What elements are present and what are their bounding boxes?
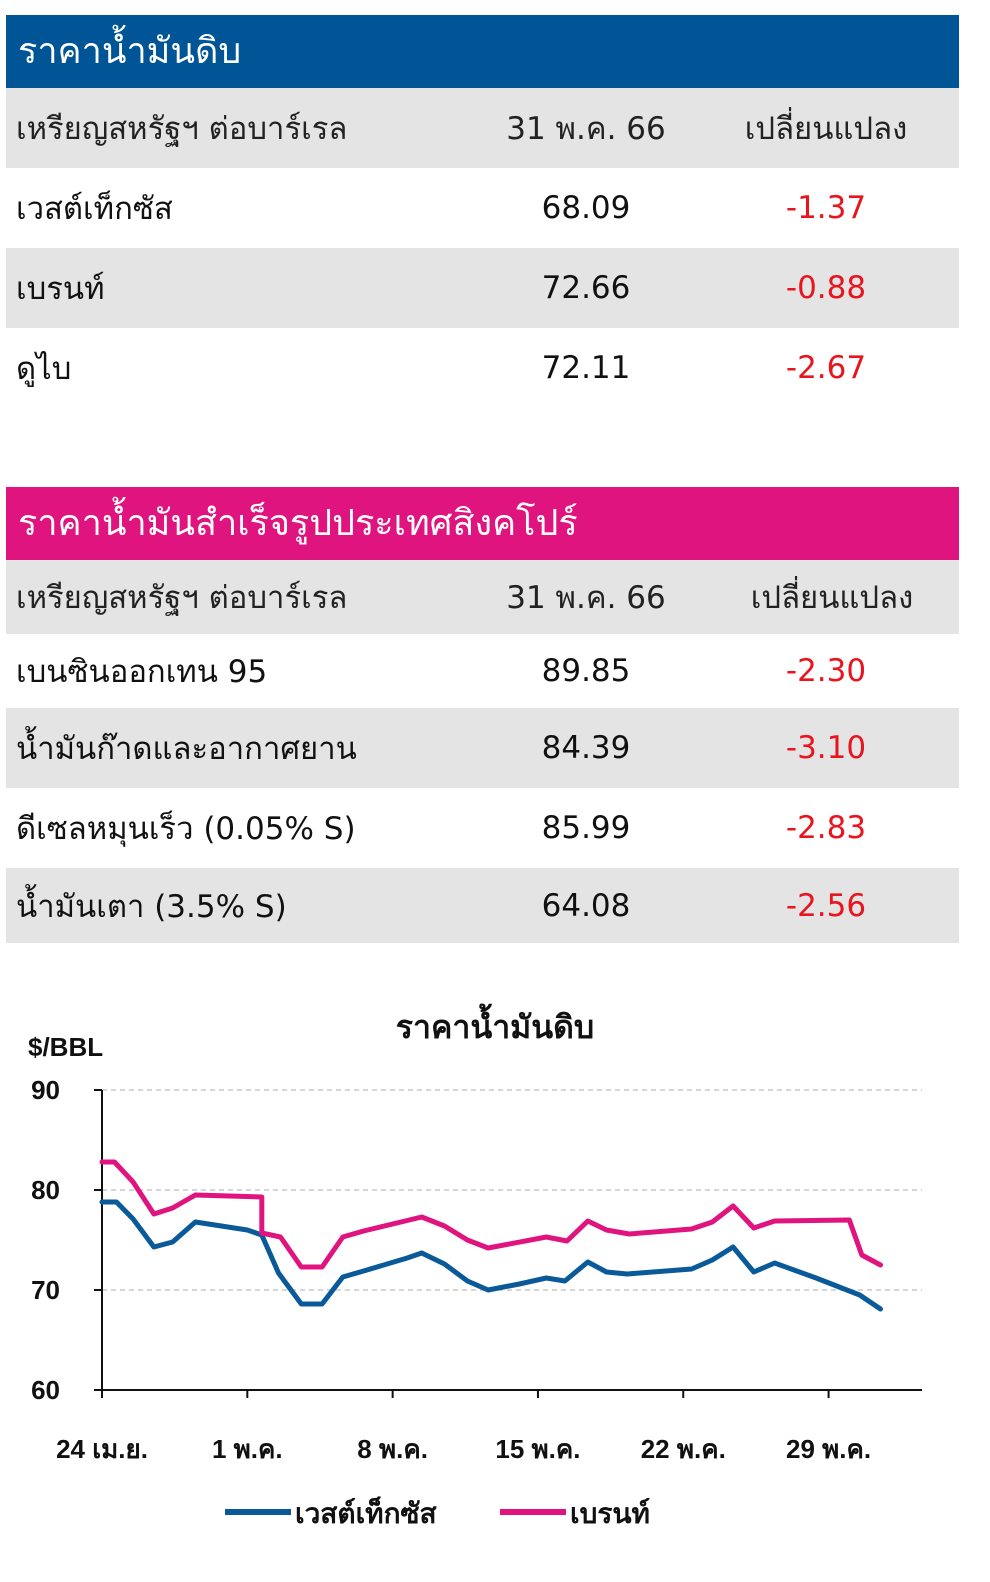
row-name: น้ำมันเตา (3.5% S)	[16, 888, 287, 925]
row-change: -2.83	[785, 810, 867, 846]
y-axis-label: $/BBL	[28, 1032, 103, 1062]
chart-title: ราคาน้ำมันดิบ	[396, 1003, 594, 1045]
row-change: -1.37	[785, 190, 867, 226]
y-tick-label: 70	[31, 1275, 60, 1305]
crude-oil-title: ราคาน้ำมันดิบ	[6, 15, 959, 88]
table-row: น้ำมันก๊าดและอากาศยาน 84.39 -3.10	[6, 708, 959, 788]
row-change: -3.10	[785, 730, 867, 766]
legend-label: เบรนท์	[570, 1498, 650, 1529]
grid-lines	[102, 1089, 922, 1291]
table-row: น้ำมันเตา (3.5% S) 64.08 -2.56	[6, 868, 959, 943]
table-row: ดีเซลหมุนเร็ว (0.05% S) 85.99 -2.83	[6, 788, 959, 868]
table-row: เวสต์เท็กซัส 68.09 -1.37	[6, 168, 959, 248]
header-change: เปลี่ยนแปลง	[750, 580, 914, 616]
crude-oil-header-row: เหรียญสหรัฐฯ ต่อบาร์เรล 31 พ.ค. 66 เปลี่…	[6, 88, 959, 168]
chart-svg: ราคาน้ำมันดิบ $/BBL 60 70 80 90 24 เม.ย. 1 พ.…	[28, 1003, 922, 1529]
x-tick-label: 1 พ.ค.	[212, 1434, 283, 1464]
series-lines	[99, 1159, 883, 1312]
singapore-products-table: ราคาน้ำมันสำเร็จรูปประเทศสิงคโปร์ เหรียญ…	[6, 487, 959, 943]
row-name: ดีเซลหมุนเร็ว (0.05% S)	[16, 811, 356, 847]
row-change: -2.30	[785, 653, 867, 689]
row-value: 85.99	[541, 810, 631, 846]
row-name: เวสต์เท็กซัส	[16, 191, 173, 227]
x-tick-label: 29 พ.ค.	[786, 1434, 871, 1464]
row-value: 64.08	[541, 887, 631, 924]
y-tick-label: 90	[31, 1075, 60, 1105]
header-date: 31 พ.ค. 66	[506, 111, 666, 147]
row-name: ดูไบ	[16, 351, 72, 387]
x-tick-label: 22 พ.ค.	[641, 1434, 726, 1464]
row-name: น้ำมันก๊าดและอากาศยาน	[16, 731, 357, 767]
header-unit: เหรียญสหรัฐฯ ต่อบาร์เรล	[16, 580, 348, 616]
table-row: เบรนท์ 72.66 -0.88	[6, 248, 959, 328]
header-unit: เหรียญสหรัฐฯ ต่อบาร์เรล	[16, 111, 348, 147]
row-change: -2.67	[785, 350, 867, 386]
crude-oil-chart: ราคาน้ำมันดิบ $/BBL 60 70 80 90 24 เม.ย. 1 พ.…	[0, 990, 990, 1582]
table-row: ดูไบ 72.11 -2.67	[6, 328, 959, 408]
singapore-header-row: เหรียญสหรัฐฯ ต่อบาร์เรล 31 พ.ค. 66 เปลี่…	[6, 560, 959, 634]
row-name: เบนซินออกเทน 95	[16, 654, 268, 690]
row-value: 89.85	[541, 653, 631, 689]
row-value: 72.66	[541, 270, 631, 306]
y-tick-label: 80	[31, 1175, 60, 1205]
x-tick-label: 15 พ.ค.	[495, 1434, 580, 1464]
header-change: เปลี่ยนแปลง	[744, 111, 908, 147]
row-value: 84.39	[541, 730, 631, 766]
legend: เวสต์เท็กซัส เบรนท์	[225, 1496, 650, 1529]
crude-oil-table: ราคาน้ำมันดิบ เหรียญสหรัฐฯ ต่อบาร์เรล 31…	[6, 15, 959, 408]
legend-label: เวสต์เท็กซัส	[295, 1496, 438, 1529]
x-tick-label: 8 พ.ค.	[357, 1434, 428, 1464]
axes	[94, 1089, 922, 1398]
row-change: -2.56	[785, 887, 867, 924]
header-date: 31 พ.ค. 66	[506, 580, 666, 616]
row-name: เบรนท์	[16, 271, 105, 307]
tick-labels: 60 70 80 90 24 เม.ย. 1 พ.ค. 8 พ.ค. 15 พ.ค. 22 พ.…	[31, 1075, 871, 1464]
row-value: 72.11	[541, 350, 631, 386]
row-change: -0.88	[785, 270, 867, 306]
series-line-0	[99, 1199, 883, 1312]
singapore-title: ราคาน้ำมันสำเร็จรูปประเทศสิงคโปร์	[6, 487, 959, 560]
x-tick-label: 24 เม.ย.	[56, 1434, 148, 1464]
y-tick-label: 60	[31, 1375, 60, 1405]
row-value: 68.09	[541, 190, 631, 226]
series-line-1	[99, 1159, 883, 1270]
table-row: เบนซินออกเทน 95 89.85 -2.30	[6, 634, 959, 708]
